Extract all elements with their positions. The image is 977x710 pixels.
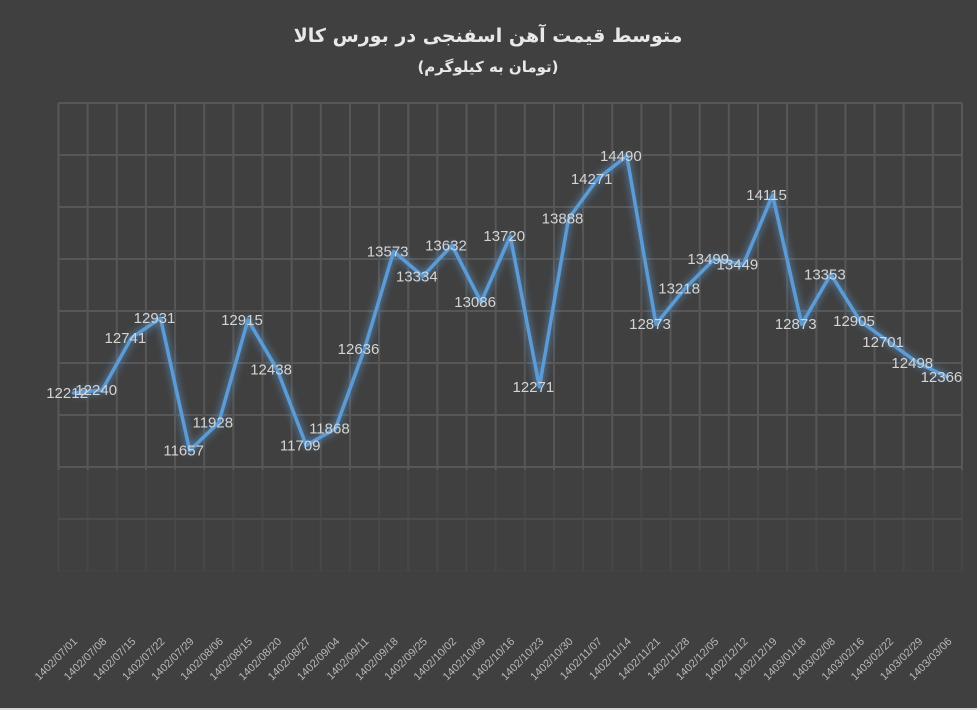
data-label: 13632 [425,237,467,254]
data-point [800,322,804,326]
data-point [916,361,920,365]
data-label: 14115 [746,187,787,204]
data-label: 12438 [250,361,292,378]
data-label: 12271 [513,379,555,396]
data-label: 12498 [891,355,933,372]
data-label: 13888 [542,211,584,228]
data-point [945,375,949,379]
data-point [829,272,833,276]
data-label: 13499 [687,251,729,268]
data-point [71,391,75,395]
data-point [159,316,163,320]
data-label: 13573 [367,243,409,260]
data-label: 13449 [717,256,759,273]
data-point [421,274,425,278]
series-line-group [71,154,949,453]
data-point [625,154,629,158]
data-point [304,443,308,447]
data-label: 12636 [338,341,380,358]
data-point [246,318,250,322]
data-label: 13334 [396,268,438,285]
data-point [567,217,571,221]
data-label: 12701 [862,334,904,351]
chart-title: متوسط قیمت آهن اسفنجی در بورس کالا [294,23,683,47]
data-label: 13086 [454,294,496,311]
data-label: 12212 [46,385,88,402]
data-label: 11709 [280,437,321,454]
data-point [887,340,891,344]
data-point [858,319,862,323]
data-label: 12873 [629,316,671,333]
data-label: 14271 [571,171,613,188]
data-label: 13218 [658,280,700,297]
data-point [479,300,483,304]
data-label: 12741 [105,330,147,347]
data-label: 12905 [833,313,875,330]
data-label: 13353 [804,266,846,283]
data-label: 11868 [309,421,350,438]
gridlines [57,102,963,572]
data-point [450,243,454,247]
x-axis-tick-labels: 1402/07/011402/07/081402/07/151402/07/22… [33,636,955,683]
data-label: 12366 [921,369,963,386]
data-point [392,249,396,253]
data-label: 12873 [775,316,817,333]
data-label: 14490 [600,148,642,165]
data-point [275,367,279,371]
chart-subtitle: (تومان به کیلوگرم) [417,58,558,76]
data-label: 12915 [221,312,263,329]
data-label: 13720 [483,228,525,245]
data-label: 11928 [192,414,233,431]
data-point [741,262,745,266]
data-label: 12240 [75,382,117,399]
data-point [217,420,221,424]
data-label: 11657 [163,443,204,460]
data-point [100,388,104,392]
data-point [654,322,658,326]
data-point [333,427,337,431]
data-point [188,449,192,453]
data-label: 12931 [134,310,176,327]
data-point [129,336,133,340]
data-point [683,286,687,290]
data-point [712,257,716,261]
data-point [537,385,541,389]
data-point [508,234,512,238]
data-point [596,177,600,181]
data-point [363,347,367,351]
data-point [771,193,775,197]
